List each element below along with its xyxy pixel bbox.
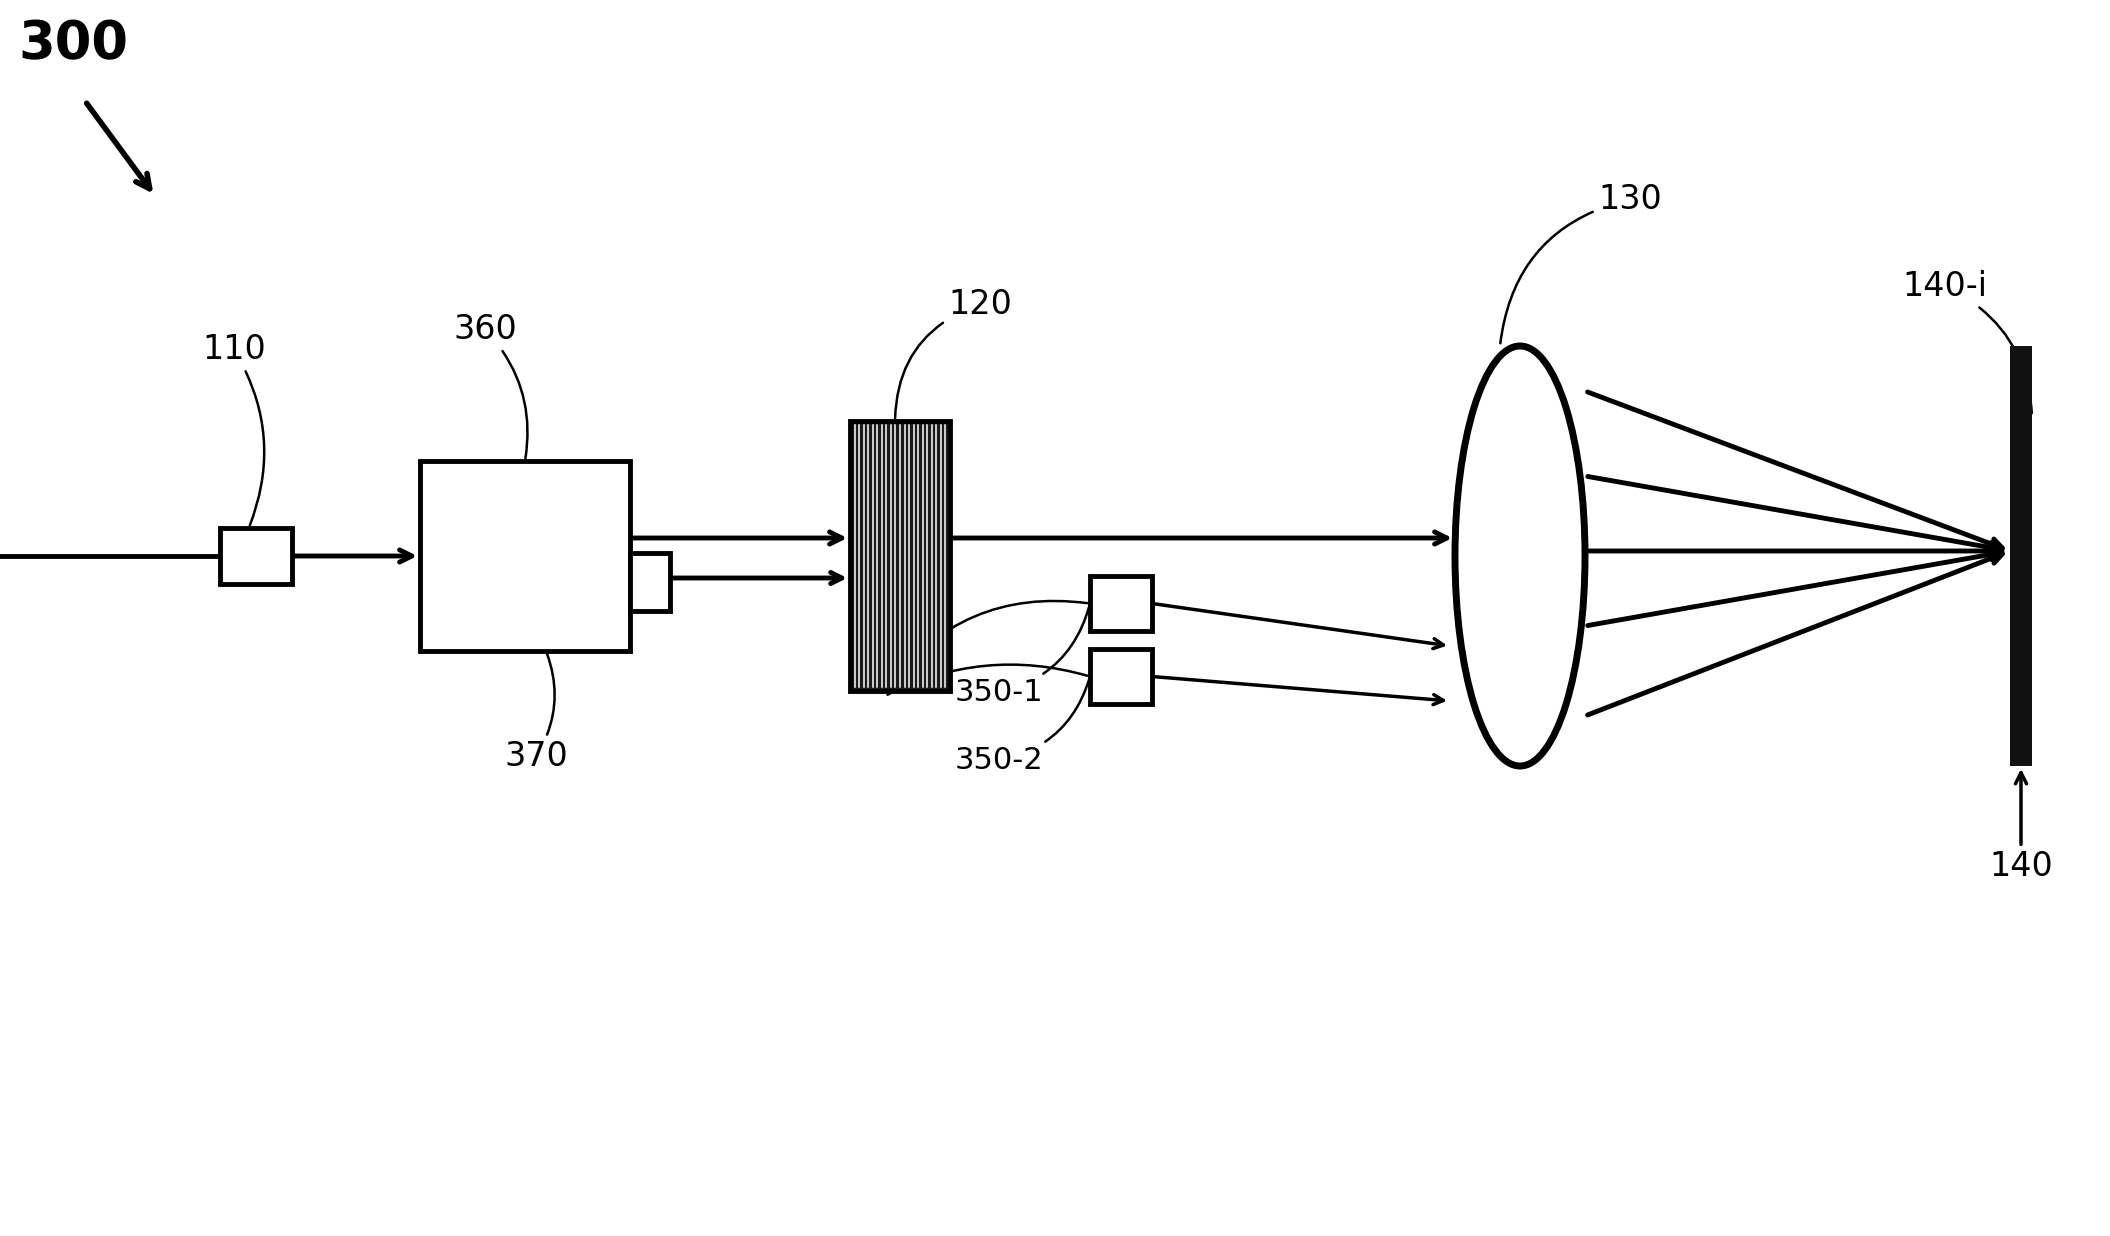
- Text: 120: 120: [895, 288, 1013, 418]
- Text: 110: 110: [203, 332, 266, 525]
- Text: 350-2: 350-2: [956, 679, 1089, 775]
- Bar: [420, 461, 631, 651]
- Bar: [219, 528, 291, 583]
- Bar: [1091, 649, 1152, 705]
- Bar: [1091, 576, 1152, 632]
- Ellipse shape: [1456, 346, 1585, 766]
- Text: 300: 300: [19, 19, 129, 70]
- Bar: [850, 421, 950, 691]
- Text: 130: 130: [1500, 183, 1663, 344]
- Text: 360: 360: [454, 313, 528, 459]
- Text: 350-1: 350-1: [956, 606, 1089, 707]
- Text: 140: 140: [1990, 772, 2053, 883]
- Text: 140-i: 140-i: [1903, 269, 2032, 413]
- Bar: [631, 552, 671, 611]
- Text: 370: 370: [504, 654, 568, 772]
- Bar: [2011, 346, 2032, 766]
